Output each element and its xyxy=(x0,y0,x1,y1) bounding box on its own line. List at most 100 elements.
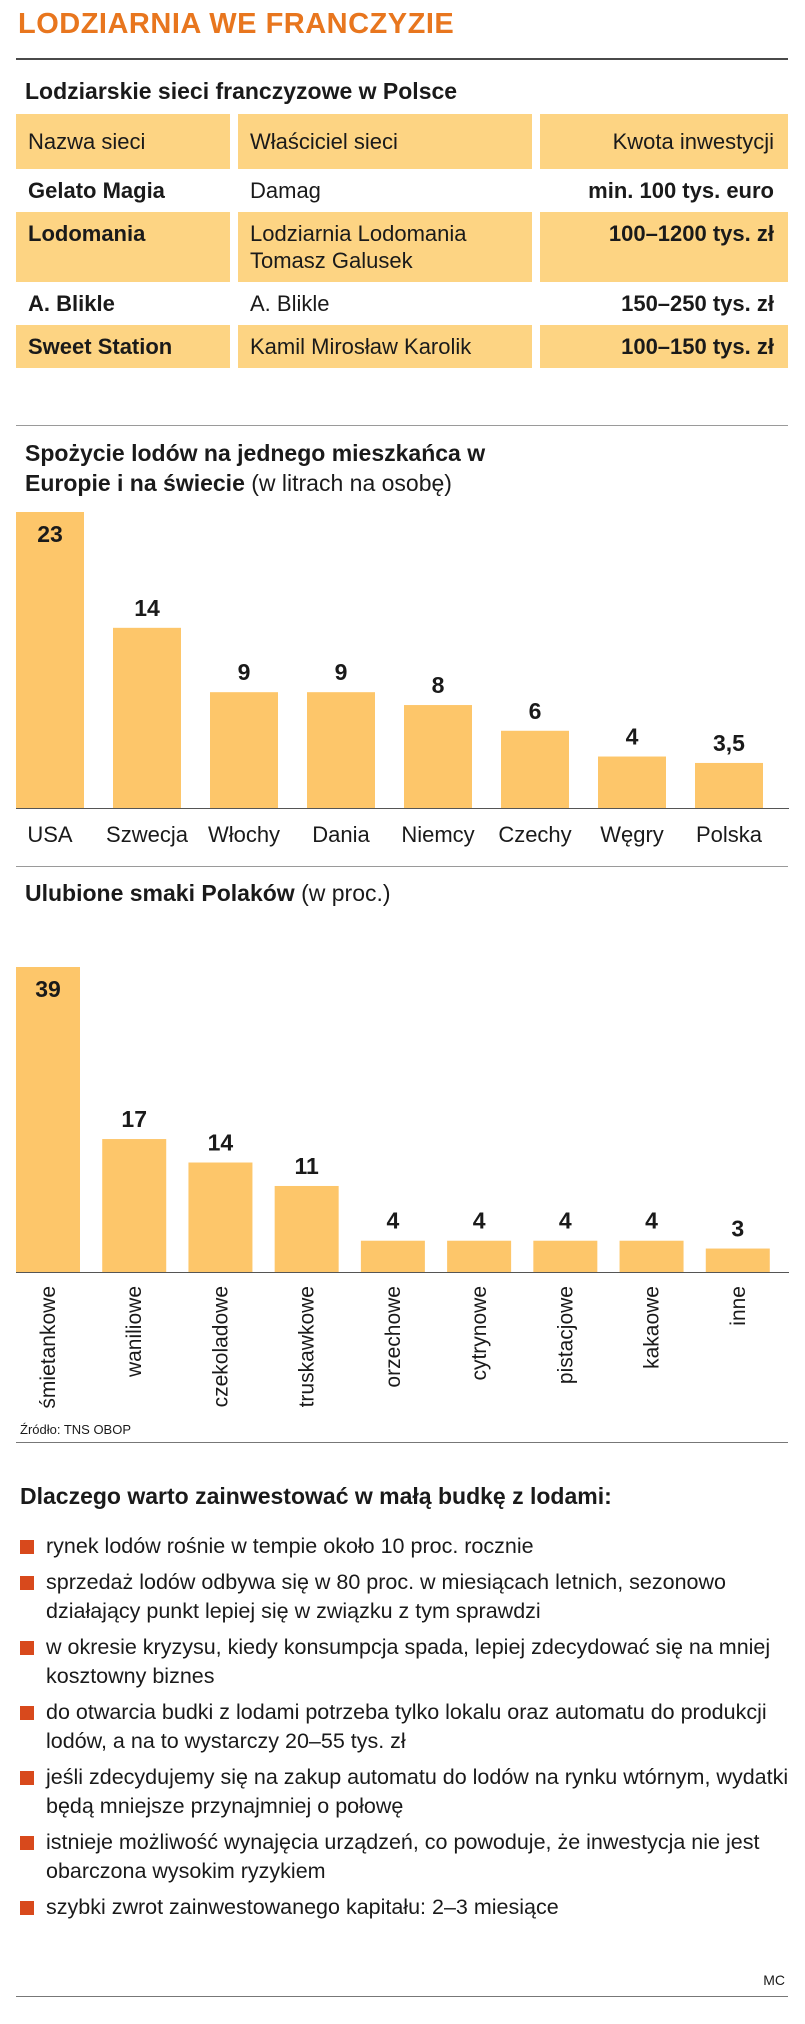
source-note: Źródło: TNS OBOP xyxy=(20,1422,132,1437)
investment-amount: min. 100 tys. euro xyxy=(532,169,788,212)
network-name: Lodomania xyxy=(16,212,230,282)
header-cell: Właściciel sieci xyxy=(230,114,532,169)
bullet-square-icon xyxy=(20,1836,34,1850)
consumption-bar-chart: 23 USA 14 Szwecja 9 Włochy 9 Dania 8 Niemcy 6 Czech… xyxy=(16,512,789,847)
category-label: USA xyxy=(27,822,73,847)
bullet-square-icon xyxy=(20,1540,34,1554)
bar xyxy=(113,627,181,808)
bar xyxy=(16,967,80,1272)
data-label: 3,5 xyxy=(713,730,745,756)
bottom-divider xyxy=(16,1996,788,1997)
list-item-text: w okresie kryzysu, kiedy konsumpcja spad… xyxy=(46,1635,771,1688)
chart1-title: Spożycie lodów na jednego mieszkańca w E… xyxy=(25,438,545,498)
bar xyxy=(705,1248,770,1272)
section-divider xyxy=(16,425,788,426)
bullet-square-icon xyxy=(20,1576,34,1590)
category-label: Dania xyxy=(312,822,370,847)
header-cell: Kwota inwestycji xyxy=(532,114,788,169)
bar xyxy=(447,1240,512,1272)
network-name: Gelato Magia xyxy=(28,178,165,203)
data-label: 3 xyxy=(731,1216,744,1242)
category-label: czekoladowe xyxy=(209,1286,232,1407)
category-label: waniliowe xyxy=(123,1286,146,1378)
list-item-text: rynek lodów rośnie w tempie około 10 pro… xyxy=(46,1534,534,1558)
bar xyxy=(619,1240,684,1272)
category-label: inne xyxy=(727,1286,750,1326)
data-label: 8 xyxy=(432,672,445,698)
data-label: 6 xyxy=(529,698,542,724)
category-label: kakaowe xyxy=(641,1286,664,1369)
network-owner: Kamil Mirosław Karolik xyxy=(230,325,532,368)
category-label: truskawkowe xyxy=(296,1286,319,1407)
bullet-square-icon xyxy=(20,1641,34,1655)
category-label: śmietankowe xyxy=(37,1286,60,1409)
title-divider xyxy=(16,58,788,60)
list-item: sprzedaż lodów odbywa się w 80 proc. w m… xyxy=(20,1568,790,1626)
bar xyxy=(210,692,278,808)
network-owner: Lodziarnia Lodomania Tomasz Galusek xyxy=(230,212,532,282)
data-label: 9 xyxy=(238,659,251,685)
table-row: Gelato Magia Damag min. 100 tys. euro xyxy=(16,169,788,212)
data-label: 4 xyxy=(386,1208,399,1234)
table-heading: Lodziarskie sieci franczyzowe w Polsce xyxy=(25,78,458,104)
category-label: orzechowe xyxy=(382,1286,405,1388)
data-label: 39 xyxy=(35,976,61,1002)
list-item: istnieje możliwość wynajęcia urządzeń, c… xyxy=(20,1828,790,1886)
network-name: Sweet Station xyxy=(16,325,230,368)
page-title: LODZIARNIA WE FRANCZYZIE xyxy=(18,8,455,40)
bar xyxy=(404,705,472,808)
list-item: do otwarcia budki z lodami potrzeba tylk… xyxy=(20,1698,790,1756)
table-header-row: Nazwa sieci Właściciel sieci Kwota inwes… xyxy=(16,114,788,169)
section-divider xyxy=(16,1442,788,1443)
data-label: 11 xyxy=(295,1153,320,1179)
category-label: Polska xyxy=(696,822,763,847)
header-cell: Nazwa sieci xyxy=(16,114,230,169)
chart2-title-text: Ulubione smaki Polaków xyxy=(25,880,295,906)
category-label: cytrynowe xyxy=(468,1286,491,1381)
reasons-heading: Dlaczego warto zainwestować w małą budkę… xyxy=(20,1483,612,1509)
bullet-square-icon xyxy=(20,1706,34,1720)
table-row: A. Blikle A. Blikle 150–250 tys. zł xyxy=(16,282,788,325)
data-label: 4 xyxy=(645,1208,658,1234)
data-label: 4 xyxy=(559,1208,572,1234)
list-item: jeśli zdecydujemy się na zakup automatu … xyxy=(20,1763,790,1821)
bar xyxy=(307,692,375,808)
bullet-square-icon xyxy=(20,1901,34,1915)
author-signature: MC xyxy=(763,1972,785,1988)
list-item-text: szybki zwrot zainwestowanego kapitału: 2… xyxy=(46,1895,559,1919)
list-item: szybki zwrot zainwestowanego kapitału: 2… xyxy=(20,1893,790,1922)
category-label: pistacjowe xyxy=(554,1286,577,1384)
section-divider xyxy=(16,866,788,867)
data-label: 23 xyxy=(37,521,63,547)
investment-amount: 100–1200 tys. zł xyxy=(532,212,788,282)
category-label: Węgry xyxy=(600,822,664,847)
bar xyxy=(360,1240,425,1272)
table-row: Sweet Station Kamil Mirosław Karolik 100… xyxy=(16,325,788,368)
flavours-bar-chart: 39 śmietankowe 17 waniliowe 14 czekoladowe 11 t… xyxy=(16,967,789,1409)
franchise-table: Nazwa sieci Właściciel sieci Kwota inwes… xyxy=(16,114,788,368)
data-label: 17 xyxy=(121,1106,147,1132)
bar xyxy=(274,1185,339,1272)
bar xyxy=(533,1240,598,1272)
category-label: Szwecja xyxy=(106,822,189,847)
investment-amount: 150–250 tys. zł xyxy=(532,282,788,325)
category-label: Niemcy xyxy=(401,822,474,847)
bar xyxy=(16,512,84,808)
list-item: rynek lodów rośnie w tempie około 10 pro… xyxy=(20,1532,790,1561)
data-label: 9 xyxy=(335,659,348,685)
bar xyxy=(598,756,666,808)
data-label: 14 xyxy=(134,595,160,621)
chart1-unit: (w litrach na osobę) xyxy=(251,470,452,496)
bullet-square-icon xyxy=(20,1771,34,1785)
chart1-title-text: Spożycie lodów na jednego mieszkańca w E… xyxy=(25,440,486,496)
network-owner: Damag xyxy=(230,169,532,212)
table-row: Lodomania Lodziarnia Lodomania Tomasz Ga… xyxy=(16,212,788,282)
chart2-title: Ulubione smaki Polaków (w proc.) xyxy=(25,878,391,908)
investment-amount: 100–150 tys. zł xyxy=(532,325,788,368)
chart2-unit: (w proc.) xyxy=(301,880,391,906)
list-item-text: sprzedaż lodów odbywa się w 80 proc. w m… xyxy=(46,1570,726,1623)
list-item-text: istnieje możliwość wynajęcia urządzeń, c… xyxy=(46,1830,760,1883)
bar xyxy=(695,762,763,808)
list-item-text: jeśli zdecydujemy się na zakup automatu … xyxy=(46,1765,789,1818)
network-name: A. Blikle xyxy=(28,291,115,316)
